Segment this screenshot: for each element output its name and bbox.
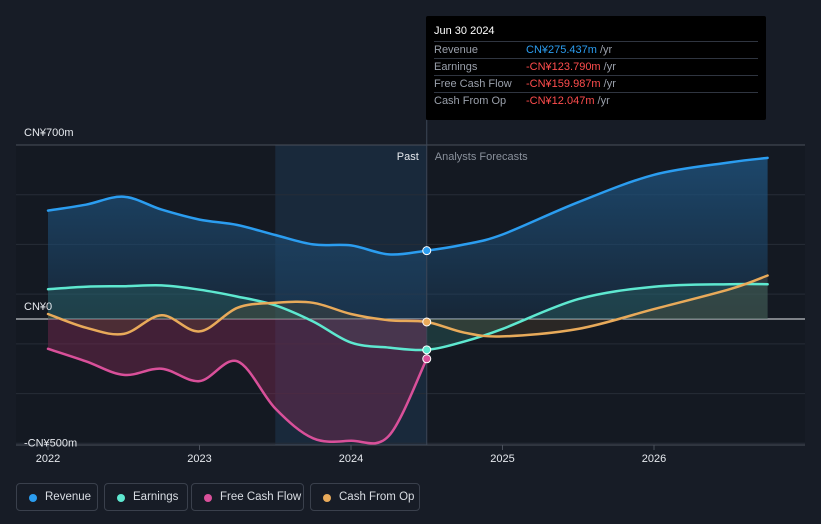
legend-label: Free Cash Flow	[220, 491, 301, 503]
x-tick-label: 2024	[339, 453, 363, 465]
y-tick-label: CN¥0	[24, 301, 52, 313]
legend-dot-icon	[204, 494, 212, 502]
legend-item-earnings[interactable]: Earnings	[104, 483, 188, 511]
past-label: Past	[397, 151, 419, 163]
tooltip-label: Cash From Op	[434, 95, 506, 107]
tooltip-value: CN¥275.437m /yr	[526, 44, 612, 56]
tooltip-label: Revenue	[434, 44, 478, 56]
y-tick-label: CN¥700m	[24, 127, 74, 139]
x-tick-label: 2026	[642, 453, 666, 465]
legend-dot-icon	[29, 494, 37, 502]
x-tick-label: 2025	[490, 453, 514, 465]
tooltip-value: -CN¥123.790m /yr	[526, 61, 616, 73]
series-marker-cash-from-op	[423, 318, 431, 326]
forecast-label: Analysts Forecasts	[435, 151, 528, 163]
legend-item-cash-from-op[interactable]: Cash From Op	[310, 483, 420, 511]
legend-label: Cash From Op	[339, 491, 414, 503]
series-marker-free-cash-flow	[423, 355, 431, 363]
tooltip-row-cash-from-op: Cash From Op -CN¥12.047m /yr	[434, 92, 758, 109]
tooltip-value: -CN¥12.047m /yr	[526, 95, 610, 107]
tooltip-row-free-cash-flow: Free Cash Flow -CN¥159.987m /yr	[434, 75, 758, 92]
tooltip-date: Jun 30 2024	[434, 25, 495, 37]
legend-item-revenue[interactable]: Revenue	[16, 483, 98, 511]
series-marker-revenue	[423, 247, 431, 255]
tooltip-label: Free Cash Flow	[434, 78, 512, 90]
legend-item-free-cash-flow[interactable]: Free Cash Flow	[191, 483, 304, 511]
tooltip: Jun 30 2024 Revenue CN¥275.437m /yr Earn…	[426, 16, 766, 120]
tooltip-row-revenue: Revenue CN¥275.437m /yr	[434, 41, 758, 58]
series-marker-earnings	[423, 346, 431, 354]
x-tick-label: 2022	[36, 453, 60, 465]
tooltip-label: Earnings	[434, 61, 477, 73]
tooltip-value: -CN¥159.987m /yr	[526, 78, 616, 90]
tooltip-row-earnings: Earnings -CN¥123.790m /yr	[434, 58, 758, 75]
legend-dot-icon	[323, 494, 331, 502]
legend-label: Revenue	[45, 491, 91, 503]
legend-label: Earnings	[133, 491, 178, 503]
legend-dot-icon	[117, 494, 125, 502]
y-tick-label: -CN¥500m	[24, 437, 77, 449]
x-tick-label: 2023	[187, 453, 211, 465]
